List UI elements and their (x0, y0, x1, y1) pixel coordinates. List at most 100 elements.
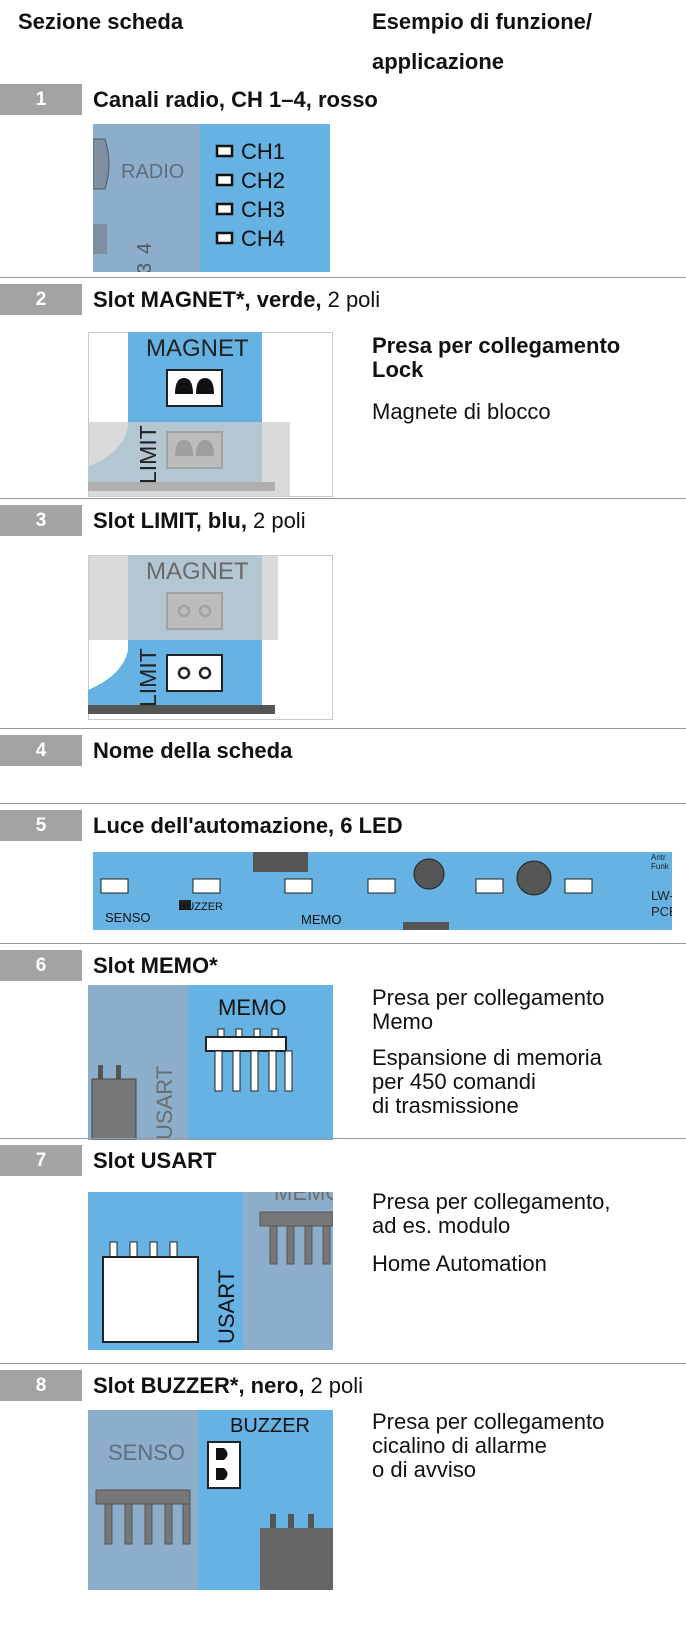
description-line: Presa per collegamento, (372, 1189, 611, 1214)
row-title: Canali radio, CH 1–4, rosso (93, 84, 378, 115)
title-bold: Slot MAGNET*, verde, (93, 287, 322, 312)
pin (182, 1503, 191, 1545)
image-label: CH1 (241, 139, 285, 164)
pin (284, 1050, 293, 1092)
description-line: di trasmissione (372, 1093, 519, 1118)
pin (164, 1503, 173, 1545)
row-title: Slot MEMO* (93, 950, 218, 981)
image-label: MAGNET (146, 558, 249, 585)
board-image: BUZZER SENSO (88, 1410, 333, 1590)
row-number: 7 (0, 1145, 82, 1176)
title-bold: Canali radio, CH 1–4, rosso (93, 87, 378, 112)
description-line: Magnete di blocco (372, 399, 551, 424)
title-bold: Nome della scheda (93, 738, 293, 763)
image-label: MEMO (274, 1192, 333, 1205)
pin (250, 1050, 259, 1092)
row-title: Slot MAGNET*, verde, 2 poli (93, 284, 380, 315)
image-label: BUZZER (230, 1415, 310, 1437)
row-number: 6 (0, 950, 82, 981)
image-label: USART (214, 1270, 239, 1344)
image-label: PCE (651, 904, 672, 919)
pin (169, 1241, 178, 1258)
description-line: Memo (372, 1009, 434, 1034)
description: Presa per collegamento Memo (372, 986, 604, 1034)
component (413, 858, 445, 890)
description-line: Home Automation (372, 1251, 547, 1276)
description-line: ad es. modulo (372, 1213, 511, 1238)
connector (102, 1256, 199, 1343)
pin (216, 1448, 228, 1460)
connector (166, 654, 223, 692)
pin (322, 1225, 331, 1265)
row-title: Nome della scheda (93, 735, 292, 766)
pin-header (95, 1489, 191, 1505)
dark-bar (88, 705, 275, 714)
row-number: 3 (0, 505, 82, 536)
pin (286, 1225, 295, 1265)
pin (304, 1225, 313, 1265)
title-normal: 2 poli (310, 1373, 364, 1398)
component (253, 852, 308, 872)
led (215, 173, 234, 187)
led (215, 231, 234, 245)
pin (253, 1028, 261, 1038)
pin (177, 666, 191, 680)
pin (109, 1241, 118, 1258)
separator (0, 943, 686, 944)
description-line: Espansione di memoria (372, 1045, 602, 1070)
component (93, 138, 110, 190)
pin (271, 1028, 279, 1038)
description: Presa per collegamento cicalino di allarm… (372, 1410, 604, 1482)
image-label: SENSO (105, 910, 151, 925)
led (192, 878, 221, 894)
pin (124, 1503, 133, 1545)
row-title: Slot BUZZER*, nero, 2 poli (93, 1370, 363, 1401)
header-function: applicazione (372, 49, 505, 74)
pin (196, 378, 214, 394)
led (100, 878, 129, 894)
pin (116, 1065, 121, 1079)
led (367, 878, 396, 894)
title-normal: 2 poli (252, 508, 306, 533)
pin (269, 1225, 278, 1265)
pin-header (205, 1036, 287, 1052)
description-line: Lock (372, 357, 424, 382)
title-bold: Slot BUZZER*, nero, (93, 1373, 305, 1398)
pin (104, 1503, 113, 1545)
board-image: MAGNET LIMIT (88, 332, 333, 497)
component (403, 922, 449, 930)
description: Presa per collegamento, ad es. modulo (372, 1190, 610, 1238)
title-bold: Slot MEMO* (93, 953, 218, 978)
pin (232, 1050, 241, 1092)
separator (0, 277, 686, 278)
board-image: MAGNET LIMIT (88, 555, 333, 720)
description: Presa per collegamento Lock (372, 334, 620, 382)
row-number: 8 (0, 1370, 82, 1401)
overlay (88, 422, 290, 497)
pin (270, 1514, 276, 1528)
image-label: 3 (134, 263, 156, 272)
pin (235, 1028, 243, 1038)
description-line: o di avviso (372, 1457, 476, 1482)
image-label: 4 (134, 243, 156, 254)
separator (0, 498, 686, 499)
description-line: per 450 comandi (372, 1069, 536, 1094)
connector (179, 900, 191, 910)
image-label: Antr (651, 853, 666, 862)
component (516, 860, 552, 896)
pin (214, 1050, 223, 1092)
overlay (88, 555, 278, 640)
image-label: BUZZER (179, 901, 223, 913)
led (564, 878, 593, 894)
row-number: 1 (0, 84, 82, 115)
image-label: MAGNET (146, 335, 249, 362)
description: Espansione di memoria per 450 comandi di t… (372, 1046, 602, 1118)
image-label: CH2 (241, 168, 285, 193)
pin (268, 1050, 277, 1092)
board-image: RADIO CH1 CH2 CH3 CH4 4 3 (93, 124, 330, 272)
description-line: Presa per collegamento (372, 985, 605, 1010)
component (91, 1078, 137, 1140)
pin (216, 1468, 228, 1480)
component (93, 224, 107, 254)
